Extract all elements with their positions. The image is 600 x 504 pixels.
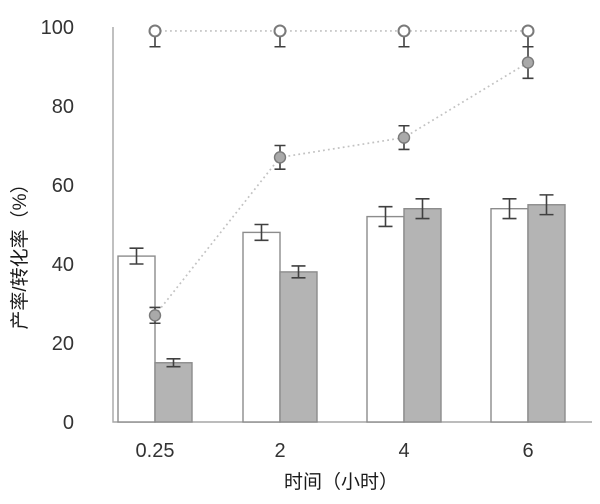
- open-circle-dotted-line-marker: [521, 24, 535, 38]
- filled-circle-dotted-line-marker: [273, 151, 287, 164]
- white-bars-bar: [117, 255, 156, 423]
- gray-bars-bar: [403, 207, 442, 423]
- gray-bars-bar: [527, 204, 566, 423]
- open-circle-dotted-line-marker: [397, 24, 411, 38]
- open-circle-dotted-line-marker: [273, 24, 287, 38]
- gray-bars-group: [154, 194, 566, 423]
- error-bar: [166, 358, 181, 368]
- y-tick-label: 80: [52, 96, 74, 118]
- filled-circle-dotted-line-line: [154, 61, 529, 316]
- y-tick-label: 40: [52, 254, 74, 276]
- error-bar: [539, 194, 554, 216]
- open-circle-dotted-line-marker: [148, 24, 162, 38]
- y-tick-label: 20: [52, 333, 74, 355]
- plot-area: 0 20 40 60 80 100 0.25 2 4 6: [41, 17, 592, 462]
- filled-circle-dotted-line-marker: [521, 56, 535, 69]
- x-tick-label: 2: [274, 440, 285, 462]
- error-bar: [129, 247, 144, 265]
- y-tick-label: 60: [52, 175, 74, 197]
- gray-bars-bar: [154, 362, 193, 423]
- open-circle-dotted-line-group: [148, 24, 535, 48]
- error-bar: [378, 205, 393, 228]
- error-bar: [502, 198, 517, 220]
- filled-circle-dotted-line-marker: [397, 131, 411, 144]
- white-bars-bar: [242, 231, 281, 423]
- error-bar: [254, 223, 269, 242]
- filled-circle-dotted-line-group: [148, 45, 535, 325]
- filled-circle-dotted-line-marker: [148, 309, 162, 322]
- x-tick-label: 6: [522, 440, 533, 462]
- white-bars-bar: [366, 215, 405, 423]
- y-tick-label: 0: [63, 412, 74, 434]
- y-axis-title: 产率/转化率（%）: [9, 174, 31, 329]
- error-bar: [415, 198, 430, 220]
- white-bars-group: [117, 198, 529, 423]
- filled-circle-dotted-line-error-bars: [149, 45, 534, 325]
- error-bar: [291, 265, 306, 279]
- x-tick-label: 4: [398, 440, 409, 462]
- white-bars-bar: [490, 207, 529, 423]
- x-tick-label: 0.25: [136, 440, 175, 462]
- x-axis-title: 时间（小时）: [284, 471, 398, 493]
- y-tick-label: 100: [41, 17, 74, 39]
- gray-bars-bar: [279, 271, 318, 423]
